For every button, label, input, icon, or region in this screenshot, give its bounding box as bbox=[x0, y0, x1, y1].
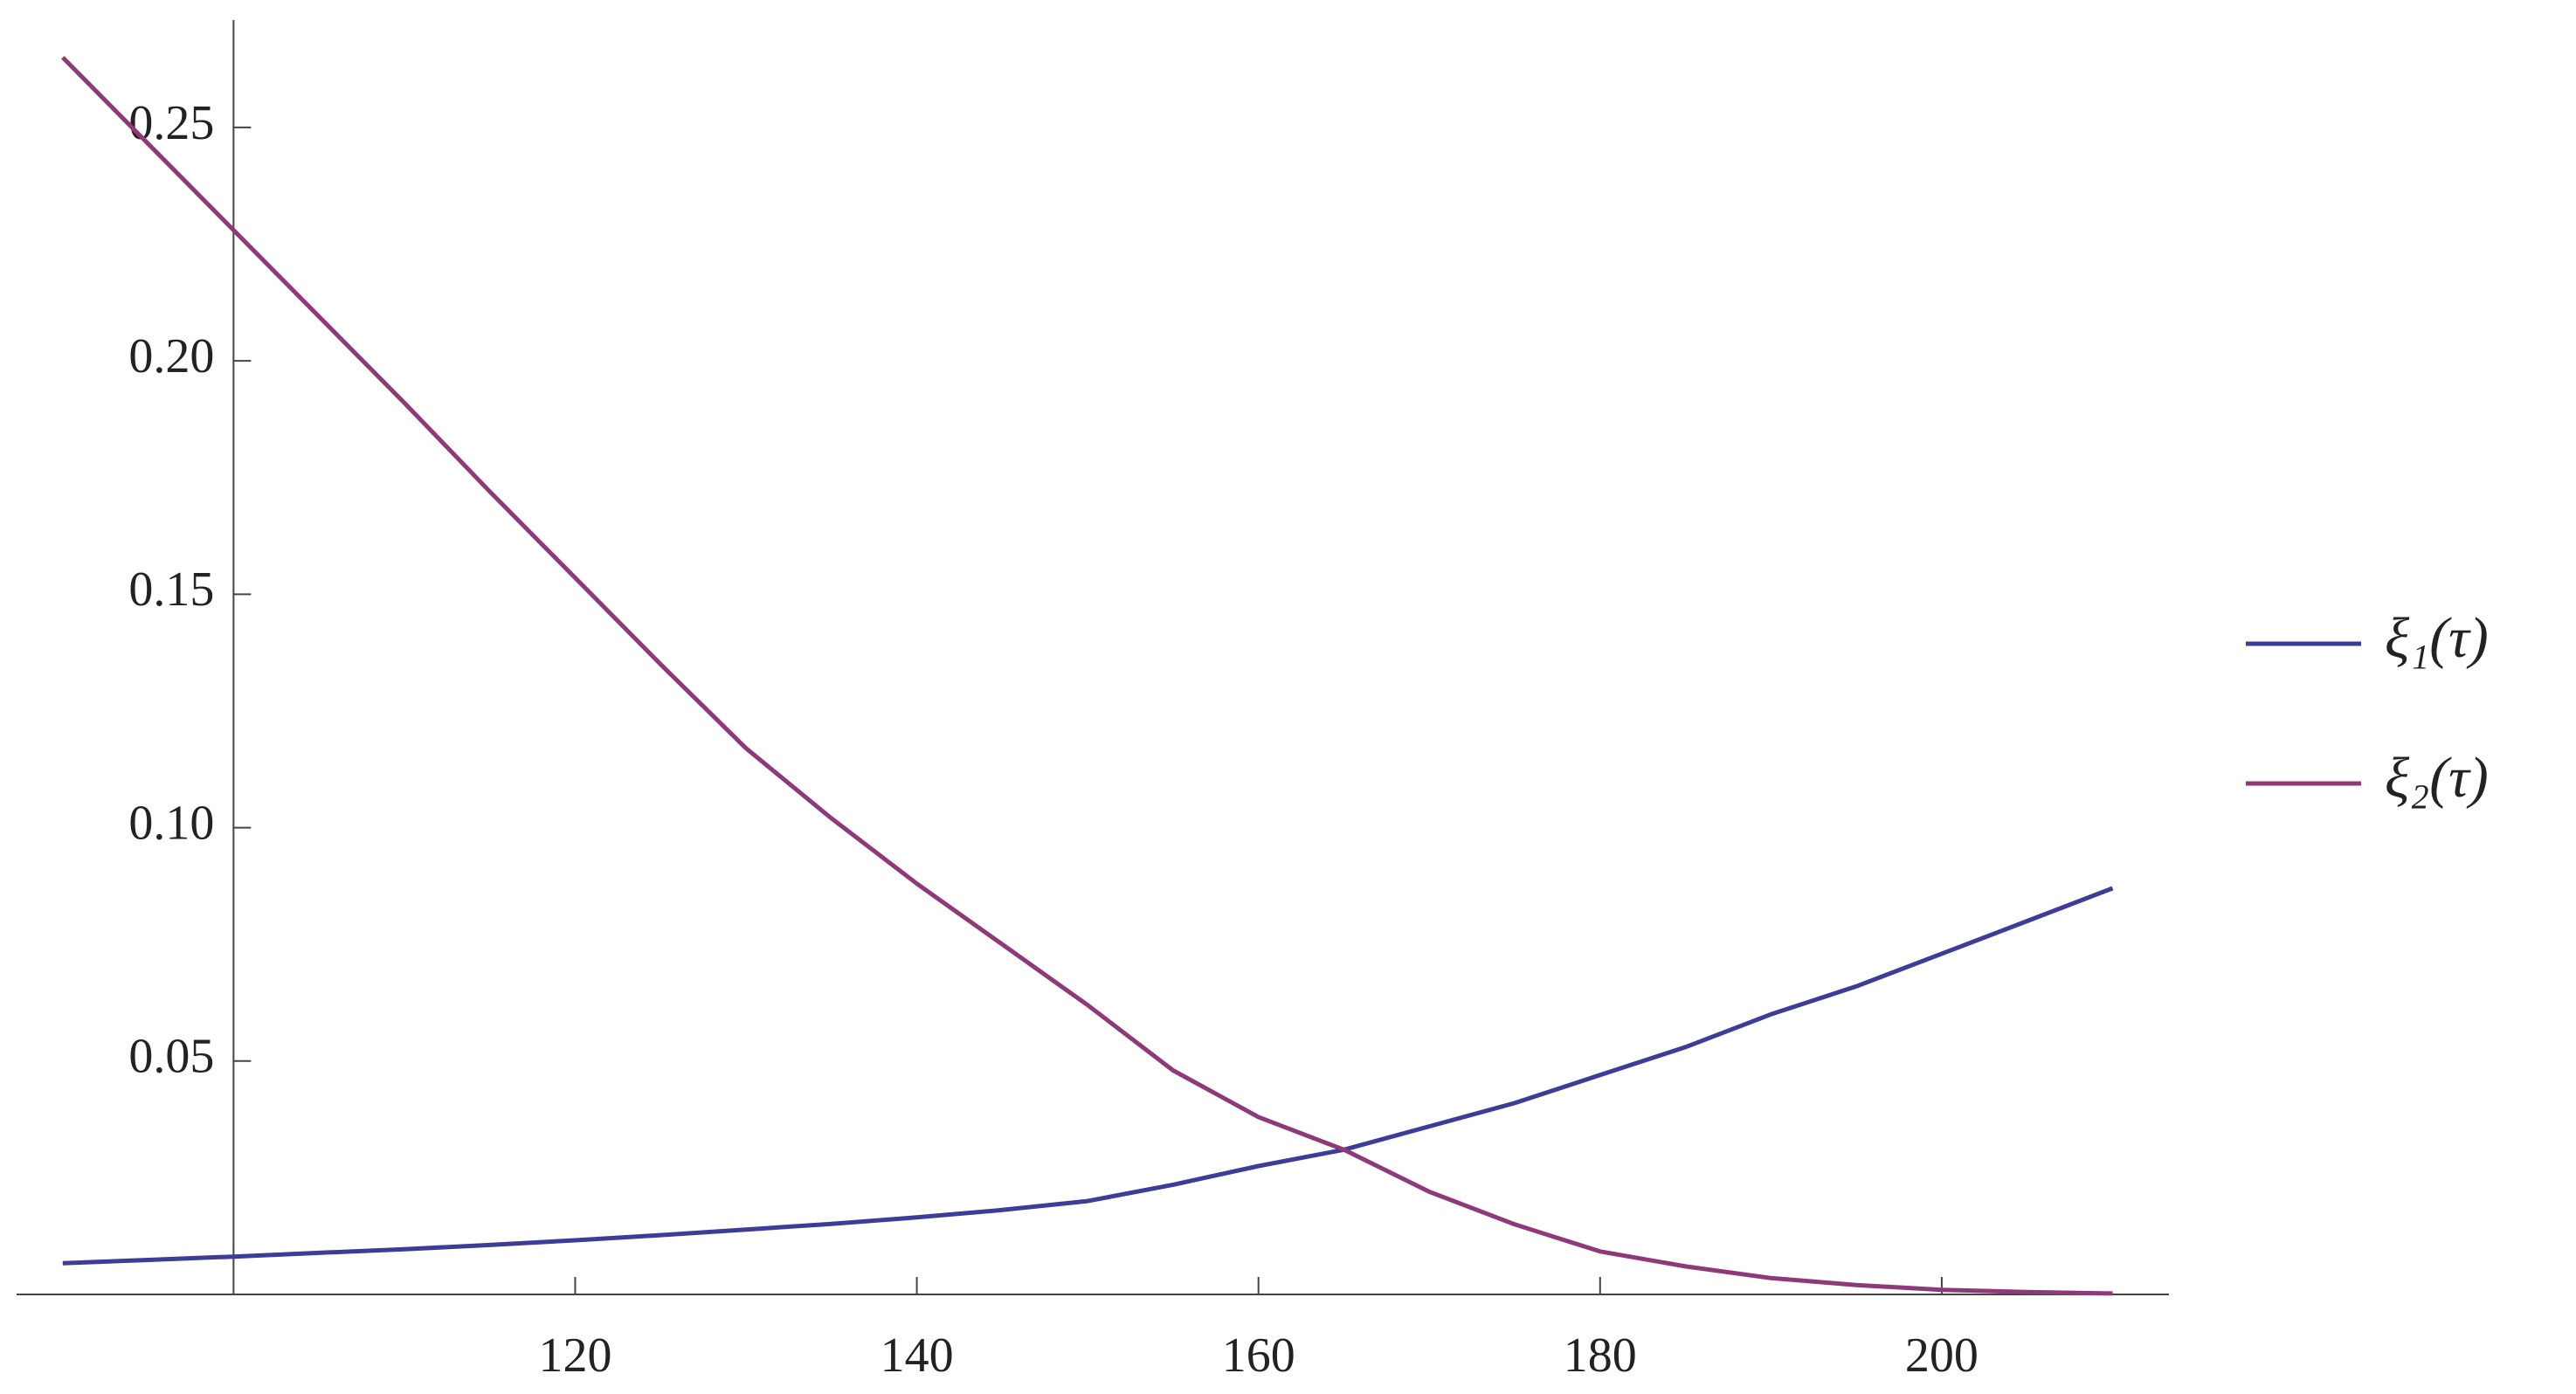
y-tick-label: 0.20 bbox=[128, 329, 214, 383]
legend-label: ξ₂(τ) bbox=[2385, 746, 2489, 810]
series-line bbox=[62, 886, 2114, 1266]
x-tick-label: 180 bbox=[1564, 1328, 1637, 1383]
y-tick-label: 0.15 bbox=[128, 562, 214, 617]
x-tick-label: 120 bbox=[538, 1328, 611, 1383]
series-line bbox=[61, 56, 2113, 1296]
y-tick-label: 0.25 bbox=[128, 96, 214, 150]
y-tick-label: 0.05 bbox=[128, 1030, 214, 1084]
x-tick-label: 200 bbox=[1905, 1328, 1979, 1383]
legend-label: ξ₁(τ) bbox=[2385, 606, 2489, 670]
y-tick-label: 0.10 bbox=[128, 796, 214, 850]
x-tick-label: 160 bbox=[1222, 1328, 1295, 1383]
x-tick-label: 140 bbox=[881, 1328, 954, 1383]
